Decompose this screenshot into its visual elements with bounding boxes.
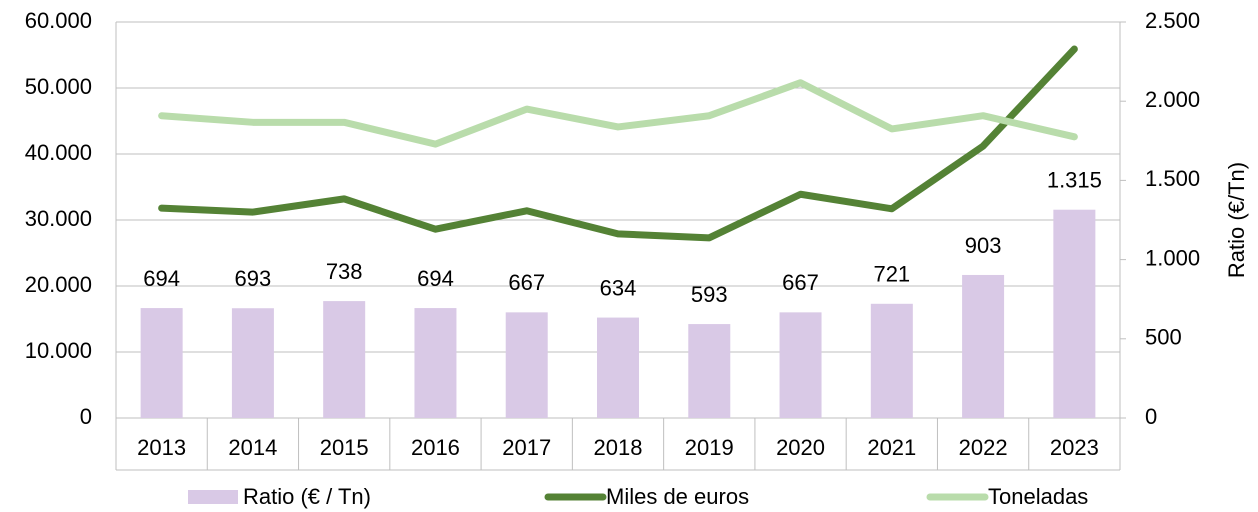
y2-tick-label: 2.500 — [1145, 8, 1200, 33]
bar — [962, 274, 1005, 418]
data-label: 694 — [143, 266, 180, 291]
bar — [414, 308, 457, 418]
bar — [505, 312, 548, 418]
y-tick-label: 30.000 — [25, 206, 92, 231]
y2-tick-label: 2.000 — [1145, 87, 1200, 112]
x-tick-label: 2013 — [137, 435, 186, 460]
data-label: 667 — [508, 270, 545, 295]
data-label: 903 — [965, 233, 1002, 258]
y2-tick-label: 1.500 — [1145, 166, 1200, 191]
y2-tick-label: 0 — [1145, 404, 1157, 429]
x-tick-label: 2023 — [1050, 435, 1099, 460]
bar — [779, 312, 822, 418]
y-tick-label: 0 — [80, 404, 92, 429]
data-label: 634 — [600, 275, 637, 300]
legend-label: Toneladas — [988, 484, 1088, 509]
y-tick-label: 40.000 — [25, 140, 92, 165]
bar — [597, 317, 639, 418]
y2-tick-label: 1.000 — [1145, 245, 1200, 270]
y2-tick-label: 500 — [1145, 325, 1182, 350]
y-tick-label: 20.000 — [25, 272, 92, 297]
bar — [231, 308, 274, 418]
y-tick-label: 50.000 — [25, 74, 92, 99]
y2-axis-title: Ratio (€/Tn) — [1224, 162, 1249, 278]
x-tick-label: 2017 — [502, 435, 551, 460]
bar — [140, 308, 183, 418]
data-label: 667 — [782, 270, 819, 295]
legend-label: Ratio (€ / Tn) — [243, 484, 371, 509]
x-tick-label: 2022 — [959, 435, 1008, 460]
data-label: 721 — [873, 262, 910, 287]
legend-label: Miles de euros — [606, 484, 749, 509]
x-tick-label: 2015 — [320, 435, 369, 460]
y-tick-label: 10.000 — [25, 338, 92, 363]
line — [158, 45, 1078, 242]
data-label: 693 — [235, 266, 272, 291]
x-tick-label: 2021 — [867, 435, 916, 460]
data-label: 694 — [417, 266, 454, 291]
x-tick-label: 2018 — [594, 435, 643, 460]
x-tick-label: 2016 — [411, 435, 460, 460]
y-tick-label: 60.000 — [25, 8, 92, 33]
x-tick-label: 2014 — [228, 435, 277, 460]
data-label: 593 — [691, 282, 728, 307]
bar — [1053, 209, 1096, 418]
line — [158, 79, 1078, 148]
data-label: 738 — [326, 259, 363, 284]
bar — [323, 301, 366, 418]
legend-swatch — [188, 490, 238, 504]
data-label: 1.315 — [1047, 168, 1102, 193]
x-tick-label: 2019 — [685, 435, 734, 460]
x-tick-label: 2020 — [776, 435, 825, 460]
bar — [688, 324, 731, 418]
bar — [870, 303, 913, 418]
